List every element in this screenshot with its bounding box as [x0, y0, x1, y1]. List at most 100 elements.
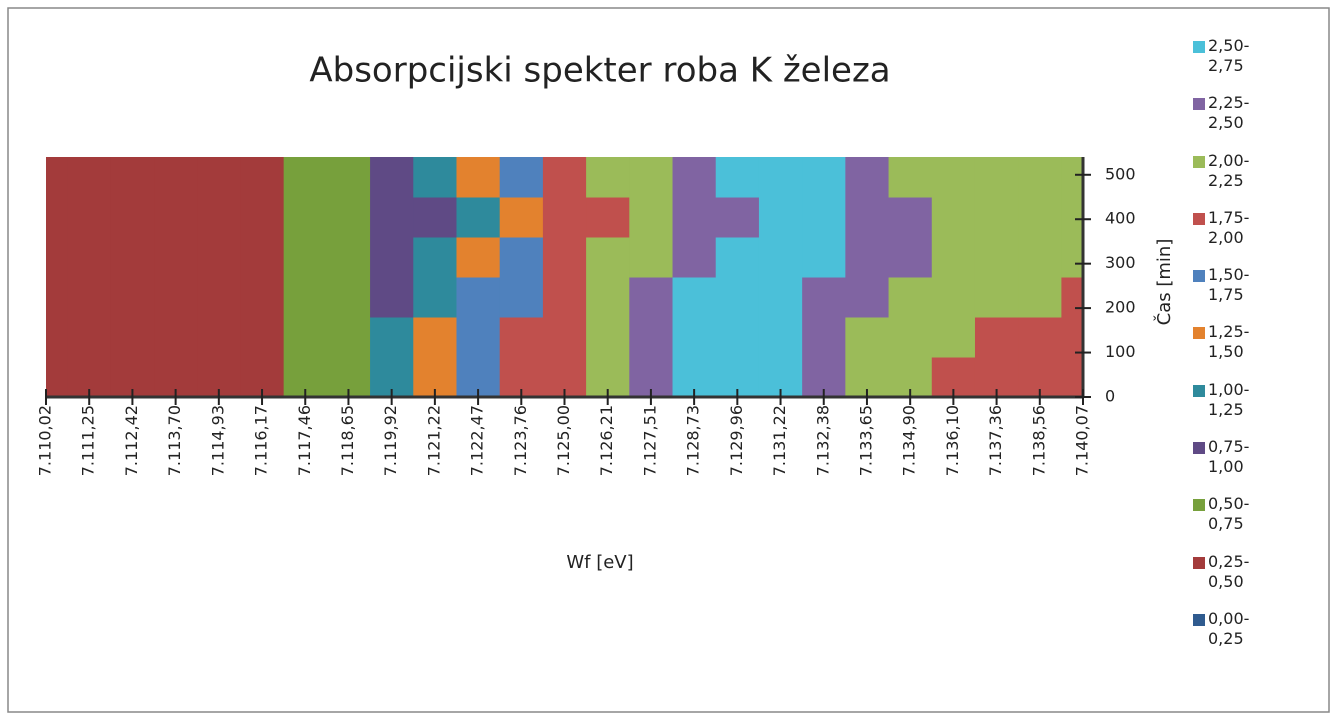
y-tick-label: 200: [1105, 298, 1136, 317]
surface-cell: [672, 197, 717, 238]
x-tick-label: 7.129,96: [727, 405, 746, 476]
surface-cell: [715, 277, 760, 318]
surface-cell: [413, 157, 457, 198]
surface-cell: [1061, 237, 1084, 278]
chart-title: Absorpcijski spekter roba K železa: [309, 51, 890, 91]
legend-entry: 1,50-1,75: [1193, 265, 1333, 322]
surface-cell: [326, 277, 371, 318]
x-tick-label: 7.126,21: [597, 405, 616, 476]
surface-cell: [154, 317, 198, 358]
x-tick-label: 7.119,92: [381, 405, 400, 476]
surface-cell: [67, 237, 112, 278]
surface-cell: [586, 197, 630, 238]
surface-cell: [110, 237, 155, 278]
x-tick-label: 7.114,93: [208, 405, 227, 476]
surface-cell: [283, 237, 328, 278]
legend-entry: 2,50-2,75: [1193, 36, 1333, 93]
surface-cell: [240, 237, 285, 278]
surface-cell: [154, 237, 198, 278]
surface-cell: [802, 317, 846, 358]
legend-entry: 1,25-1,50: [1193, 322, 1333, 379]
surface-cell: [542, 237, 587, 278]
surface-cell: [715, 157, 760, 198]
x-tick-label: 7.117,46: [295, 405, 314, 476]
surface-cell: [154, 157, 198, 198]
surface-cell: [715, 317, 760, 358]
surface-cell: [974, 237, 1019, 278]
surface-cell: [629, 317, 674, 358]
legend-swatch: [1193, 41, 1205, 53]
legend-entry: 0,75-1,00: [1193, 437, 1333, 494]
surface-cell: [240, 157, 285, 198]
x-tick-label: 7.138,56: [1029, 405, 1048, 476]
surface-cell: [197, 157, 241, 198]
y-tick-label: 300: [1105, 253, 1136, 272]
surface-cell: [1061, 277, 1084, 318]
surface-cell: [110, 277, 155, 318]
surface-cell: [1018, 157, 1062, 198]
x-tick-label: 7.140,07: [1073, 405, 1092, 476]
surface-cell: [974, 197, 1019, 238]
x-tick-label: 7.125,00: [554, 405, 573, 476]
surface-cell: [370, 237, 414, 278]
legend-label: 0,50-0,75: [1208, 494, 1250, 534]
surface-cell: [1061, 197, 1084, 238]
surface-cell: [758, 277, 803, 318]
surface-cell: [283, 197, 328, 238]
surface-cell: [46, 357, 69, 398]
surface-cell: [326, 237, 371, 278]
surface-cell: [240, 317, 285, 358]
surface-cell: [715, 197, 760, 238]
surface-cell: [370, 197, 414, 238]
y-tick-label: 0: [1105, 387, 1115, 406]
surface-cell: [758, 317, 803, 358]
surface-cell: [197, 317, 241, 358]
x-axis-title: Wf [eV]: [566, 552, 633, 573]
surface-cell: [629, 277, 674, 318]
surface-cell: [240, 277, 285, 318]
legend-swatch: [1193, 613, 1205, 626]
surface-cell: [1061, 357, 1084, 398]
legend-label: 2,50-2,75: [1208, 36, 1250, 75]
x-tick-label: 7.116,17: [252, 405, 271, 476]
surface-cell: [845, 277, 890, 318]
surface-cell: [456, 317, 501, 358]
surface-cell: [888, 157, 933, 198]
surface-cell: [413, 237, 457, 278]
surface-cell: [456, 277, 501, 318]
y-tick-label: 400: [1105, 209, 1136, 228]
legend-swatch: [1193, 98, 1205, 111]
surface-cell: [499, 277, 544, 318]
surface-cell: [586, 277, 630, 318]
x-tick-label: 7.118,65: [338, 405, 357, 476]
surface-cell: [110, 157, 155, 198]
surface-cell: [46, 317, 69, 358]
legend-swatch: [1193, 556, 1205, 569]
surface-cell: [197, 237, 241, 278]
surface-cell: [802, 197, 846, 238]
legend-entry: 1,00-1,25: [1193, 380, 1333, 437]
surface-cell: [67, 317, 112, 358]
surface-cell: [46, 237, 69, 278]
surface: [46, 157, 1084, 398]
surface-cell: [542, 317, 587, 358]
surface-cell: [802, 237, 846, 278]
surface-cell: [629, 157, 674, 198]
legend-swatch: [1193, 499, 1205, 512]
surface-cell: [1018, 237, 1062, 278]
surface-cell: [499, 197, 544, 238]
x-tick-label: 7.128,73: [684, 405, 703, 476]
surface-cell: [283, 317, 328, 358]
surface-cell: [370, 277, 414, 318]
surface-cell: [370, 317, 414, 358]
legend-swatch: [1193, 212, 1205, 225]
legend-label: 0,75-1,00: [1208, 437, 1250, 477]
x-tick-label: 7.122,47: [468, 405, 487, 476]
y-tick-label: 100: [1105, 342, 1136, 361]
surface-cell: [974, 277, 1019, 318]
surface-cell: [586, 237, 630, 278]
legend-swatch: [1193, 327, 1205, 340]
surface-cell: [974, 317, 1019, 358]
legend-entry: 0,25-0,50: [1193, 552, 1333, 609]
